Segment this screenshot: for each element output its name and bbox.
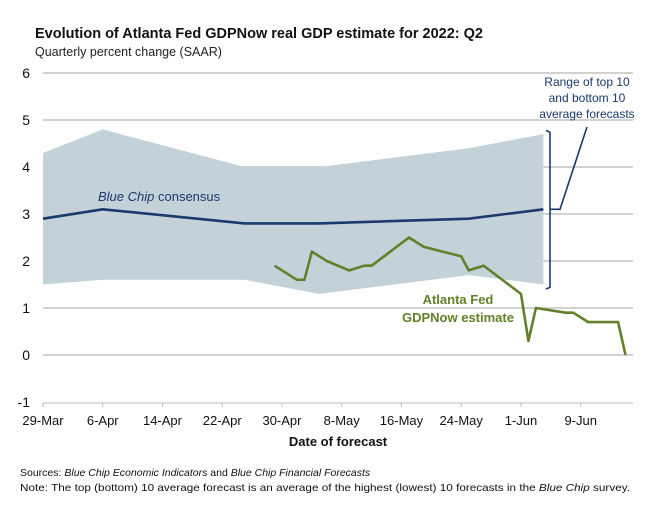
forecast-range-band [43, 129, 544, 294]
range-bracket-pointer [545, 126, 588, 290]
range-label-line3: average forecasts [539, 107, 634, 121]
range-label-line1: Range of top 10 [544, 75, 630, 89]
range-band-area [43, 129, 544, 294]
x-tick-label: 8-May [324, 413, 361, 428]
y-tick-label: 2 [22, 253, 30, 269]
y-axis: 6 5 4 3 2 1 0 -1 [18, 65, 31, 410]
y-tick-label: 5 [22, 112, 30, 128]
x-tick-label: 14-Apr [143, 413, 183, 428]
y-tick-label: 1 [22, 300, 30, 316]
x-tick-label: 24-May [440, 413, 484, 428]
series-lines [42, 208, 627, 356]
gdpnow-label-line2: GDPNow estimate [402, 310, 514, 325]
gdpnow-label-line1: Atlanta Fed [423, 292, 494, 307]
x-tick-label: 29-Mar [22, 413, 64, 428]
range-bracket [545, 126, 588, 290]
footnote: Note: The top (bottom) 10 average foreca… [20, 482, 630, 494]
x-tick-label: 22-Apr [203, 413, 243, 428]
y-tick-label: 6 [22, 65, 30, 81]
x-tick-label: 16-May [380, 413, 424, 428]
blue-chip-consensus-line [42, 208, 544, 225]
x-tick-label: 6-Apr [87, 413, 119, 428]
x-axis-title: Date of forecast [289, 434, 388, 449]
x-tick-label: 30-Apr [262, 413, 302, 428]
chart-subtitle: Quarterly percent change (SAAR) [35, 45, 222, 59]
x-tick-label: 9-Jun [564, 413, 597, 428]
y-tick-label: 0 [22, 347, 30, 363]
blue-chip-label: Blue Chip consensus [98, 189, 221, 204]
chart-title: Evolution of Atlanta Fed GDPNow real GDP… [35, 26, 483, 42]
sources-note: Sources: Blue Chip Economic Indicators a… [20, 467, 371, 479]
range-label-line2: and bottom 10 [549, 91, 626, 105]
y-tick-label: 3 [22, 206, 30, 222]
y-tick-label: 4 [22, 159, 30, 175]
x-tick-label: 1-Jun [505, 413, 538, 428]
y-tick-label: -1 [18, 394, 31, 410]
x-axis: 29-Mar 6-Apr 14-Apr 22-Apr 30-Apr 8-May 16-May… [22, 402, 633, 428]
